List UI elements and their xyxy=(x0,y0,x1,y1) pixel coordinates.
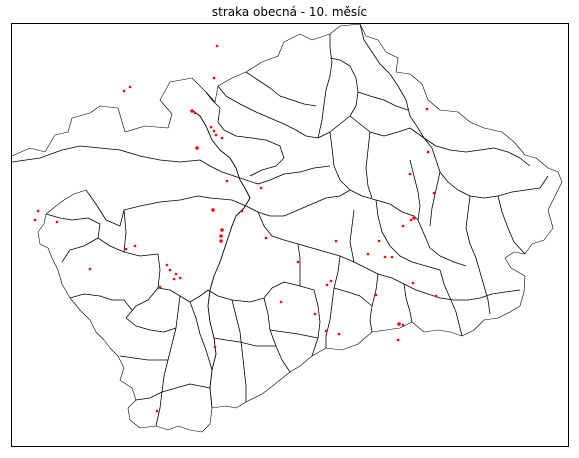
observation-point xyxy=(158,285,162,289)
observation-point xyxy=(213,345,217,349)
observation-point xyxy=(195,146,199,150)
observation-point xyxy=(337,332,341,336)
observation-point xyxy=(240,209,244,213)
observation-point xyxy=(155,409,159,413)
observation-point xyxy=(264,236,268,240)
observation-point xyxy=(122,89,126,93)
observation-point xyxy=(259,186,263,190)
district-west xyxy=(11,145,331,185)
observation-point xyxy=(219,239,223,243)
city-outer-boundary xyxy=(11,23,563,433)
observation-point xyxy=(215,44,219,48)
observation-point xyxy=(165,263,169,267)
observation-point xyxy=(329,279,333,283)
observation-point xyxy=(36,209,40,213)
observation-point xyxy=(219,234,223,238)
observation-point xyxy=(174,272,178,276)
observation-point xyxy=(214,133,218,137)
observation-point xyxy=(212,76,216,80)
river-boundary xyxy=(191,109,251,409)
observation-points xyxy=(33,44,438,413)
observation-point xyxy=(124,247,128,251)
observation-point xyxy=(33,218,37,222)
observation-point xyxy=(133,244,137,248)
observation-point xyxy=(220,136,224,140)
observation-point xyxy=(324,329,328,333)
observation-point xyxy=(374,293,378,297)
observation-point xyxy=(325,283,329,287)
observation-point xyxy=(178,276,182,280)
observation-point xyxy=(193,111,197,115)
observation-point xyxy=(334,239,338,243)
observation-point xyxy=(220,228,224,232)
observation-point xyxy=(209,125,213,129)
observation-point xyxy=(313,312,317,316)
observation-point xyxy=(401,323,405,327)
observation-point xyxy=(425,107,429,111)
map-plot-frame xyxy=(11,23,569,447)
observation-point xyxy=(168,268,172,272)
observation-point xyxy=(172,277,176,281)
observation-point xyxy=(212,129,216,133)
observation-point xyxy=(390,255,394,259)
observation-point xyxy=(377,239,381,243)
observation-point xyxy=(296,260,300,264)
observation-point xyxy=(88,267,92,271)
observation-point xyxy=(408,172,412,176)
map-title: straka obecná - 10. měsíc xyxy=(211,5,368,19)
district-boundaries xyxy=(11,23,563,433)
observation-point xyxy=(383,255,387,259)
observation-point xyxy=(211,208,215,212)
observation-point xyxy=(366,252,370,256)
observation-point xyxy=(190,109,194,113)
observation-point xyxy=(426,150,430,154)
observation-point xyxy=(434,294,438,298)
observation-point xyxy=(401,224,405,228)
observation-point xyxy=(225,179,229,183)
observation-point xyxy=(409,218,413,222)
observation-point xyxy=(411,281,415,285)
observation-point xyxy=(128,85,132,89)
observation-point xyxy=(412,216,416,220)
observation-point xyxy=(55,220,59,224)
observation-point xyxy=(432,191,436,195)
observation-point xyxy=(396,338,400,342)
observation-point xyxy=(397,322,401,326)
observation-point xyxy=(279,300,283,304)
